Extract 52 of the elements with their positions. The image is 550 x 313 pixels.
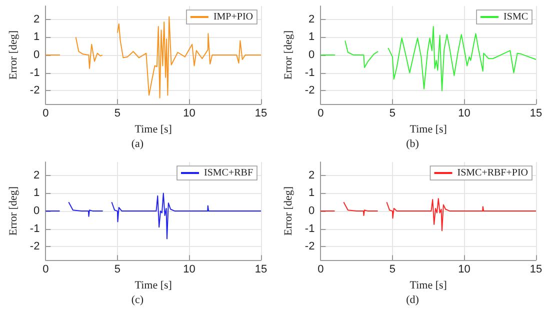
x-tick-label: 15 [254, 108, 268, 120]
x-tick-label: 5 [389, 264, 396, 276]
legend-label: ISMC [504, 12, 528, 22]
y-tick-label: -1 [304, 222, 315, 235]
x-tick-label: 0 [318, 108, 324, 120]
x-tick-label: 0 [42, 264, 49, 276]
x-axis-title: Time [s] [134, 124, 172, 136]
x-tick-label: 5 [389, 108, 396, 120]
x-tick-label: 0 [42, 108, 49, 120]
y-tick-label: 0 [34, 205, 40, 218]
y-tick-label: -1 [30, 66, 40, 79]
x-tick-label: 10 [183, 264, 196, 276]
y-axis-title: Error [deg] [282, 30, 294, 80]
y-tick-label: 1 [34, 187, 40, 200]
y-tick-label: -2 [30, 84, 40, 97]
text: (c) [130, 294, 145, 306]
y-tick-label: 0 [308, 205, 315, 218]
x-tick-label: 0 [318, 264, 324, 276]
x-tick-label: 10 [458, 108, 470, 120]
x-axis-title: Time [s] [134, 280, 172, 292]
y-tick-label: 1 [308, 187, 315, 200]
x-axis-title: Time [s] [410, 280, 447, 292]
x-tick-label: 15 [254, 264, 268, 276]
y-tick-label: -2 [304, 84, 315, 97]
y-tick-label: -1 [304, 66, 315, 79]
legend-label: ISMC+RBF+PIO [457, 168, 528, 178]
y-tick-label: -2 [304, 240, 315, 253]
y-tick-label: -1 [30, 222, 40, 235]
text: (b) [405, 138, 420, 150]
y-axis-title: Error [deg] [8, 30, 20, 80]
y-tick-label: 1 [308, 31, 315, 44]
x-tick-label: 15 [530, 108, 542, 120]
y-tick-label: 2 [308, 169, 315, 182]
y-tick-label: -2 [30, 240, 40, 253]
x-tick-label: 15 [530, 264, 542, 276]
y-axis-title: Error [deg] [282, 186, 294, 236]
text: (a) [130, 138, 145, 150]
y-tick-label: 2 [308, 13, 315, 26]
legend-label: IMP+PIO [213, 12, 254, 22]
x-tick-label: 10 [458, 264, 470, 276]
x-tick-label: 10 [183, 108, 196, 120]
x-tick-label: 5 [114, 108, 121, 120]
legend-label: ISMC+RBF [204, 168, 254, 178]
y-tick-label: 0 [308, 49, 315, 62]
x-axis-title: Time [s] [410, 124, 447, 136]
text: (d) [405, 294, 420, 306]
x-tick-label: 5 [114, 264, 121, 276]
y-tick-label: 1 [34, 31, 40, 44]
y-tick-label: 0 [34, 49, 40, 62]
y-tick-label: 2 [34, 13, 40, 26]
y-tick-label: 2 [34, 169, 40, 182]
y-axis-title: Error [deg] [8, 186, 20, 236]
